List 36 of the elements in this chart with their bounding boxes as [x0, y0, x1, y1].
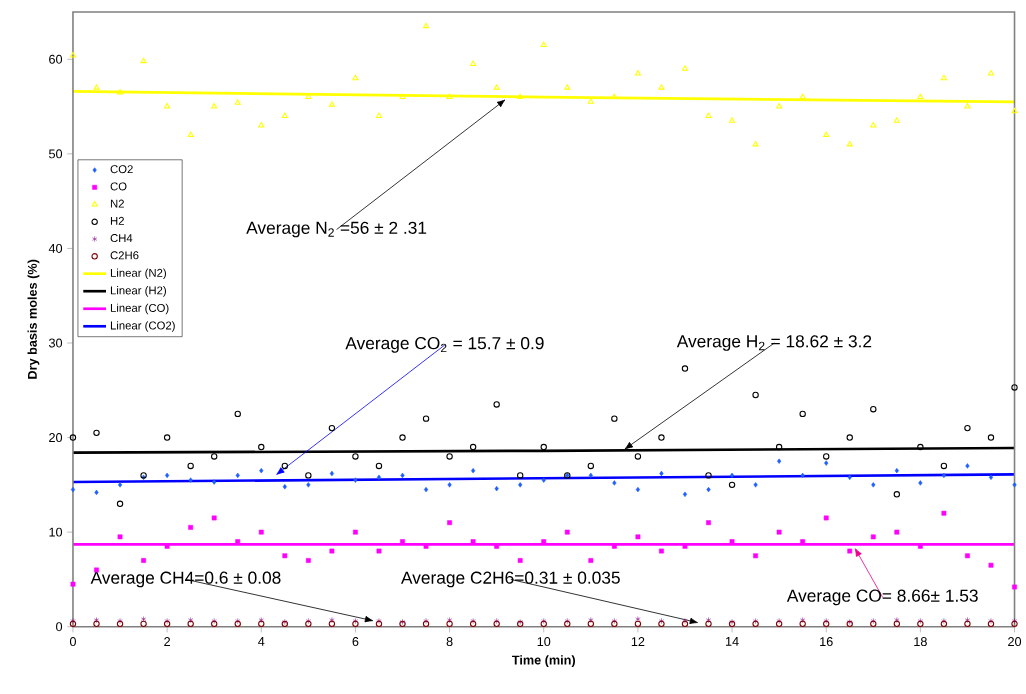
annotation: Average H$_{2}$ = 18.62 ± 3.2	[676, 335, 872, 351]
y-tick-label: 40	[48, 244, 63, 254]
annotation: Average N$_{2}$ =56 ± 2 .31	[246, 221, 427, 238]
annotation: Average CH4=0.6 ± 0.08	[90, 571, 281, 588]
y-axis-title: Dry basis moles (%)	[27, 259, 40, 379]
legend-label: Linear (CO)	[110, 303, 169, 315]
y-tick-label: 20	[49, 433, 63, 443]
y-tick-label: 0	[56, 622, 63, 632]
x-tick-label: 8	[446, 637, 453, 647]
legend-label: CO	[110, 182, 127, 191]
y-tick-label: 30	[48, 338, 63, 348]
x-tick-label: 20	[1008, 637, 1022, 647]
x-tick-label: 10	[537, 637, 551, 647]
legend-label: N2	[110, 199, 124, 208]
y-tick-label: 50	[48, 149, 63, 159]
legend-label: Linear (CO2)	[110, 321, 175, 332]
annotation: Average CO= 8.66± 1.53	[786, 589, 978, 606]
y-tick-label: 10	[49, 527, 63, 537]
x-tick-label: 14	[725, 637, 739, 646]
annotation: Average CO$_{2}$ = 15.7 ± 0.9	[345, 337, 544, 353]
legend-label: C2H6	[110, 251, 139, 260]
x-tick-label: 2	[164, 637, 171, 647]
x-tick-label: 18	[914, 637, 927, 647]
legend-label: H2	[110, 217, 124, 225]
annotation: Average C2H6=0.31 ± 0.035	[401, 571, 620, 588]
x-tick-label: 12	[631, 637, 645, 647]
legend-label: CH4	[110, 234, 133, 243]
x-axis-title: Time (min)	[512, 655, 576, 668]
x-tick-label: 6	[352, 637, 359, 647]
y-tick-label: 60	[49, 54, 63, 64]
x-tick-label: 16	[820, 637, 833, 647]
x-tick-label: 4	[258, 637, 265, 646]
legend-label: Linear (N2)	[110, 268, 166, 280]
legend-label: Linear (H2)	[110, 286, 166, 297]
x-tick-label: 0	[69, 637, 76, 647]
legend-label: CO2	[110, 165, 133, 174]
